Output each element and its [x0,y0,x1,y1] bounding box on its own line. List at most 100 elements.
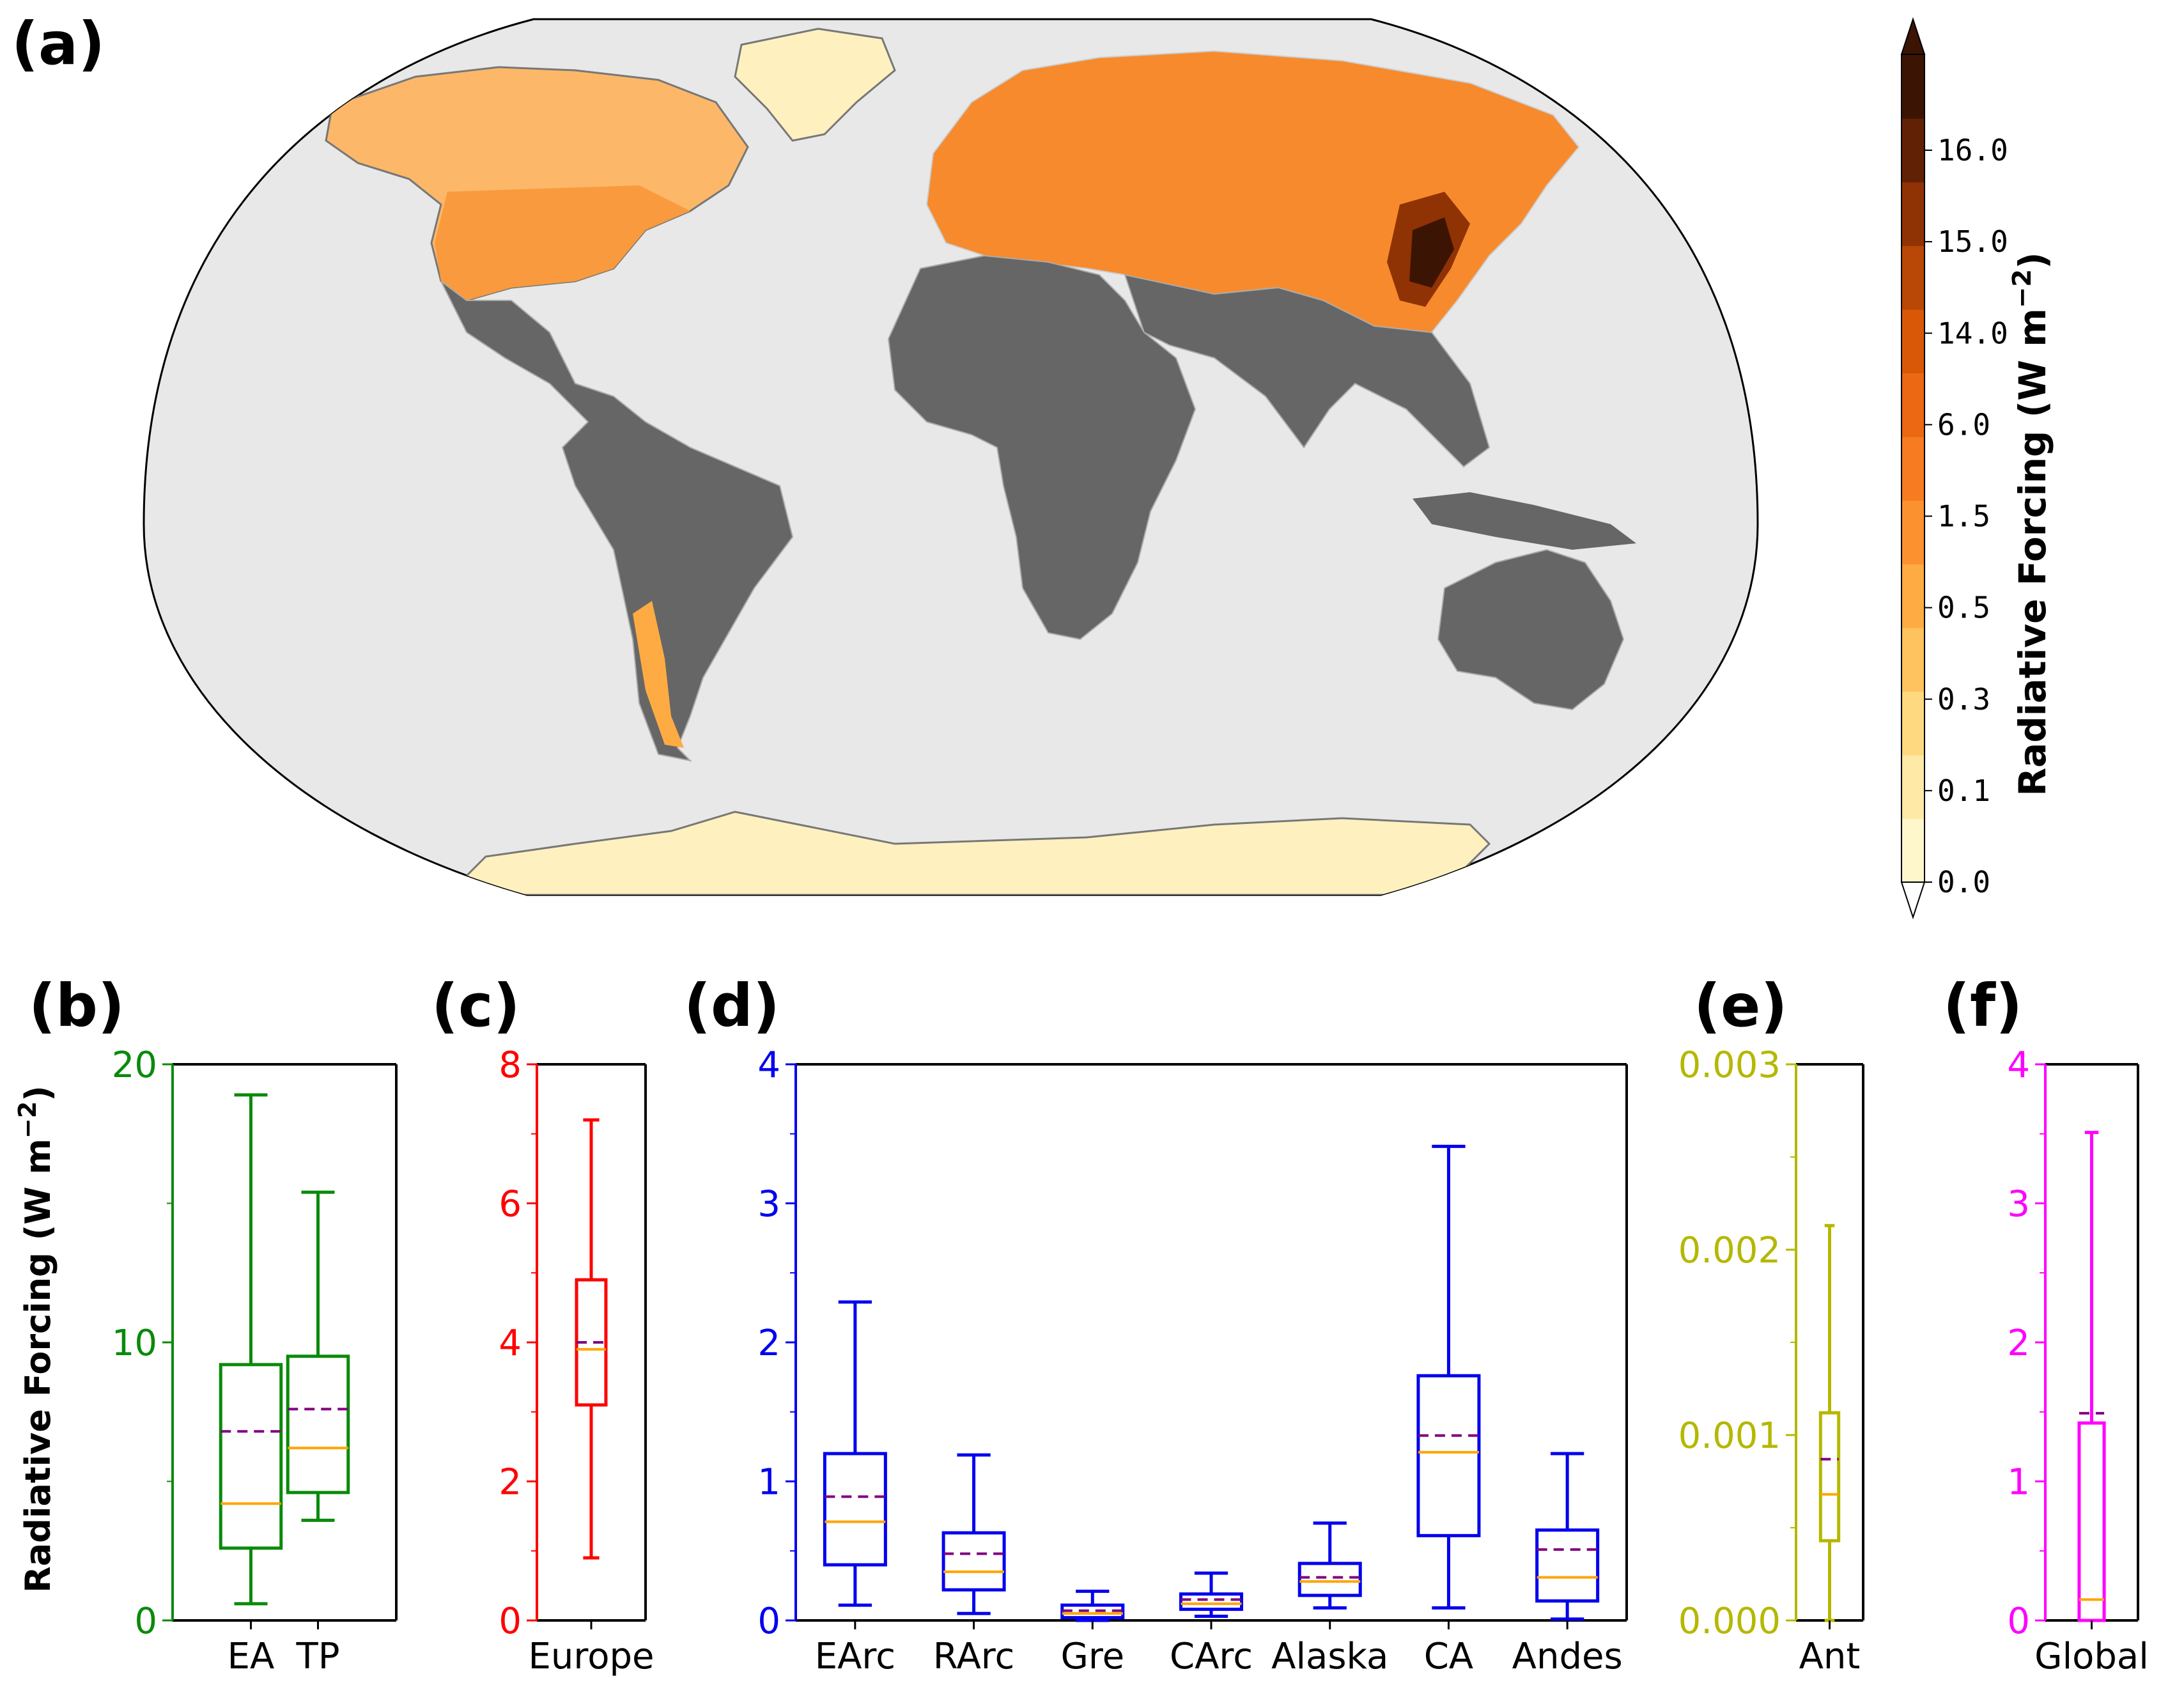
colorbar-segment [1902,691,1925,756]
colorbar-tick-label: 14.0 [1937,316,2008,350]
box-ca: CA [1416,1144,1481,1677]
box-gre: Gre [1060,1589,1125,1677]
boxplot-panel-f: 0 1 2 3 4 Global [2007,1044,2148,1677]
x-tick-label: Global [2034,1636,2149,1677]
y-tick-label: 2 [499,1462,522,1503]
y-tick-label: 2 [757,1323,780,1364]
colorbar-max-extend [1900,17,1926,55]
map-indonesia [1413,492,1636,550]
colorbar-segment [1902,245,1925,310]
boxplot-panel-e: 0.000 0.001 0.002 0.003 Ant [1678,1044,1864,1677]
box-iqr [1535,1528,1600,1603]
box-earc: EArc [815,1300,895,1677]
box-europe: Europe [529,1118,654,1677]
box-iqr [823,1452,887,1567]
y-tick-label: 0.002 [1678,1230,1781,1271]
colorbar-tick-label: 0.3 [1937,682,1990,717]
y-tick-label: 0.000 [1678,1601,1781,1642]
colorbar-tick-label: 1.5 [1937,499,1990,534]
boxplot-panel-c: 0 2 4 6 8 Europe [499,1044,654,1677]
panel-label-a: (a) [12,10,105,78]
y-tick-label: 20 [112,1044,157,1086]
colorbar-segment [1902,818,1925,883]
world-map [143,18,1759,896]
y-tick-label: 8 [499,1044,522,1086]
colorbar-tick-label: 15.0 [1937,224,2008,259]
box-ant: Ant [1799,1223,1861,1677]
x-tick-label: EArc [815,1636,895,1677]
map-usa-forcing [435,185,690,300]
map-east-asia-core [1409,217,1454,288]
box-iqr [1416,1374,1481,1537]
box-alaska: Alaska [1271,1521,1388,1677]
box-iqr [941,1531,1006,1592]
y-tick-label: 0 [2007,1601,2030,1642]
x-tick-label: CA [1424,1636,1473,1677]
x-tick-label: Ant [1799,1636,1861,1677]
box-iqr [219,1363,283,1550]
map-australia [1437,548,1625,711]
y-tick-label: 0.003 [1678,1044,1781,1086]
colorbar-frame [1901,54,1925,883]
x-tick-label: Alaska [1271,1636,1388,1677]
y-tick-label: 1 [2007,1462,2030,1503]
y-axis-label: Radiative Forcing (W m−2) [13,1085,58,1593]
y-tick-label: 0.001 [1678,1415,1781,1457]
y-tick-label: 3 [757,1184,780,1225]
map-south-asia [1124,274,1491,468]
map-south-america [440,281,794,762]
colorbar-tick-label: 0.5 [1937,591,1990,625]
x-tick-label: RArc [933,1636,1015,1677]
colorbar-title: Radiative Forcing (W m−2) [2008,252,2054,796]
colorbar-segment [1902,436,1925,501]
panel-label-e: (e) [1694,972,1788,1040]
colorbar-tick-label: 0.0 [1937,865,1990,899]
box-iqr [286,1355,350,1494]
x-tick-label: TP [296,1636,340,1677]
y-tick-label: 1 [757,1462,780,1503]
map-andes-forcing [633,601,684,748]
y-tick-label: 6 [499,1184,522,1225]
box-iqr [1179,1592,1243,1611]
y-tick-label: 0 [757,1601,780,1642]
colorbar-tick-label: 6.0 [1937,407,1990,442]
y-tick-label: 4 [757,1044,780,1086]
y-tick-label: 0 [499,1601,522,1642]
colorbar-segment [1902,182,1925,246]
panel-label-c: (c) [431,972,520,1040]
colorbar-segment [1902,118,1925,183]
panel-label-f: (f) [1943,972,2022,1040]
x-tick-label: EA [228,1636,275,1677]
x-tick-label: Gre [1060,1636,1124,1677]
box-global: Global [2034,1131,2149,1677]
box-ea: EA [219,1093,283,1677]
x-tick-label: Andes [1512,1636,1623,1677]
colorbar-segment [1902,563,1925,628]
y-tick-label: 3 [2007,1184,2030,1225]
map-antarctica [445,811,1491,895]
y-tick-label: 0 [134,1601,157,1642]
box-iqr [1297,1562,1362,1597]
colorbar: 0.0 0.1 0.3 0.5 1.5 6.0 14.0 15.0 16.0 [1900,17,2008,920]
box-carc: CArc [1170,1571,1253,1677]
y-tick-label: 10 [112,1323,157,1364]
colorbar-tick-label: 16.0 [1937,133,2008,167]
map-africa [887,254,1197,640]
colorbar-tick-label: 0.1 [1937,773,1990,808]
colorbar-segment [1902,54,1925,119]
box-tp: TP [286,1190,350,1677]
box-iqr [2077,1421,2106,1622]
box-rarc: RArc [933,1453,1015,1677]
panel-label-b: (b) [29,972,125,1040]
map-greenland [734,27,896,142]
y-tick-label: 4 [499,1323,522,1364]
boxplot-panel-d: 0 1 2 3 4 EArc RArc Gre CArc Alaska CA Andes [757,1044,1628,1677]
box-iqr [1818,1411,1841,1542]
colorbar-segment [1902,754,1925,819]
y-tick-label: 4 [2007,1044,2030,1086]
x-tick-label: CArc [1170,1636,1253,1677]
colorbar-segment [1902,309,1925,374]
box-andes: Andes [1512,1452,1623,1677]
